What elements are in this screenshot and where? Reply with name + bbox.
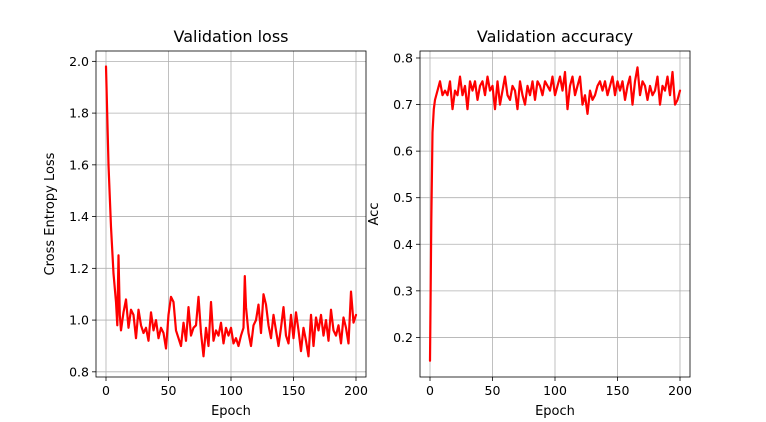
loss-x-tick-label: 200 — [344, 383, 368, 398]
loss-x-tick-label: 0 — [102, 383, 110, 398]
accuracy-x-ticks: 0 50 100 150 200 — [426, 377, 692, 398]
loss-x-tick-label: 50 — [161, 383, 177, 398]
loss-x-axis-label: Epoch — [211, 404, 251, 419]
loss-y-tick-label: 1.0 — [69, 313, 89, 328]
loss-y-tick-label: 0.8 — [69, 364, 89, 379]
loss-y-tick-label: 1.2 — [69, 261, 89, 276]
loss-chart-title: Validation loss — [174, 27, 289, 46]
loss-y-tick-label: 1.6 — [69, 157, 89, 172]
accuracy-y-tick-label: 0.8 — [393, 50, 413, 65]
loss-y-tick-label: 1.4 — [69, 209, 89, 224]
accuracy-x-tick-label: 100 — [543, 383, 567, 398]
accuracy-x-tick-label: 200 — [668, 383, 692, 398]
accuracy-plot-frame — [419, 50, 691, 378]
accuracy-x-tick-label: 50 — [485, 383, 501, 398]
loss-y-ticks: 0.8 1.0 1.2 1.4 1.6 1.8 2.0 — [69, 54, 96, 379]
accuracy-x-tick-label: 0 — [426, 383, 434, 398]
accuracy-y-tick-label: 0.2 — [393, 330, 413, 345]
loss-plot-frame — [95, 50, 367, 378]
loss-y-axis-label: Cross Entropy Loss — [43, 152, 58, 275]
loss-chart: Validation loss 0 50 100 150 200 0.8 1.0 1.2 1.… — [43, 27, 368, 419]
loss-grid — [96, 51, 366, 377]
accuracy-y-tick-label: 0.3 — [393, 283, 413, 298]
loss-x-tick-label: 100 — [219, 383, 243, 398]
accuracy-y-axis-label: Acc — [367, 203, 382, 226]
accuracy-grid — [420, 51, 690, 377]
loss-series-line — [104, 65, 358, 358]
accuracy-series-line — [428, 66, 682, 362]
loss-y-tick-label: 1.8 — [69, 106, 89, 121]
accuracy-y-tick-label: 0.5 — [393, 190, 413, 205]
accuracy-chart-title: Validation accuracy — [477, 27, 633, 46]
accuracy-y-tick-label: 0.4 — [393, 237, 413, 252]
accuracy-chart: Validation accuracy 0 50 100 150 200 0.20.30… — [367, 27, 692, 419]
accuracy-x-axis-label: Epoch — [535, 404, 575, 419]
accuracy-y-tick-label: 0.6 — [393, 144, 413, 159]
loss-x-ticks: 0 50 100 150 200 — [102, 377, 368, 398]
accuracy-y-tick-label: 0.7 — [393, 97, 413, 112]
loss-y-tick-label: 2.0 — [69, 54, 89, 69]
accuracy-y-ticks: 0.2 0.3 0.4 0.5 0.6 0.7 0.8 — [393, 50, 420, 345]
loss-x-tick-label: 150 — [282, 383, 306, 398]
accuracy-x-tick-label: 150 — [606, 383, 630, 398]
